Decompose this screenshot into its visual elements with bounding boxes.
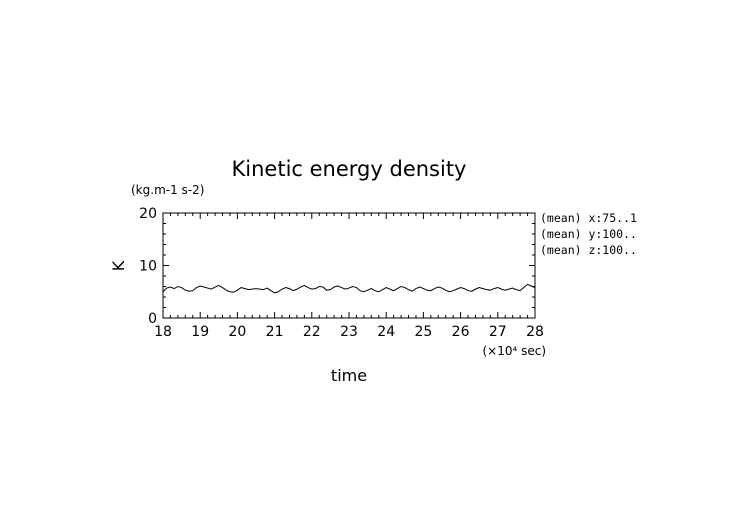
y-axis-label: K [109,260,128,271]
x-axis: 18 19 20 21 22 23 24 25 26 27 28 [154,213,544,340]
x-tick-label: 23 [340,324,358,340]
annotation-x-mean: (mean) x:75..1 [540,211,637,225]
plot-frame [162,212,536,319]
x-tick-label: 19 [191,324,209,340]
y-tick-label: 0 [148,311,157,327]
y-tick-label: 10 [139,259,157,275]
x-scale-label: (×10⁴ sec) [482,344,546,358]
y-axis: 0 10 20 [139,206,535,327]
series-line [162,283,536,294]
chart-title: Kinetic energy density [232,157,467,181]
x-tick-label: 18 [154,324,172,340]
x-tick-label: 20 [228,324,246,340]
x-tick-label: 27 [489,324,507,340]
x-tick-label: 22 [303,324,321,340]
x-tick-label: 24 [377,324,395,340]
units-label: (kg.m-1 s-2) [131,183,204,197]
x-axis-label: time [331,366,367,385]
annotations: (mean) x:75..1 (mean) y:100.. (mean) z:1… [540,211,637,257]
annotation-y-mean: (mean) y:100.. [540,227,637,241]
x-tick-label: 26 [452,324,470,340]
y-tick-label: 20 [139,206,157,222]
x-tick-label: 28 [526,324,544,340]
x-tick-label: 25 [414,324,432,340]
x-tick-label: 21 [266,324,284,340]
annotation-z-mean: (mean) z:100.. [540,243,637,257]
